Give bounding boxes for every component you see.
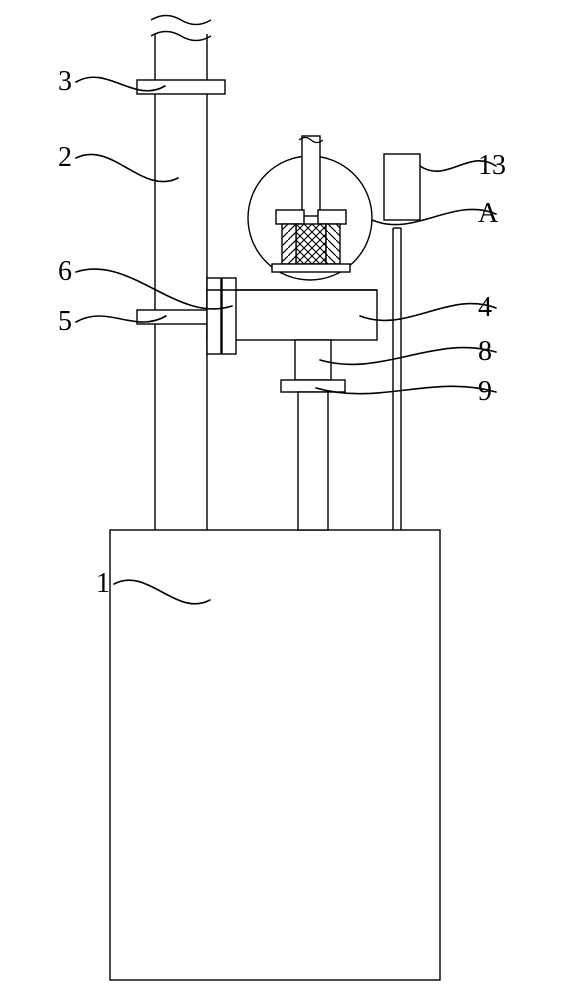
leader-2 bbox=[76, 154, 178, 181]
label-2: 2 bbox=[58, 142, 72, 173]
label-3: 3 bbox=[58, 66, 72, 97]
flange-top bbox=[137, 80, 225, 94]
label-8: 8 bbox=[478, 336, 492, 367]
label-4: 4 bbox=[478, 292, 492, 323]
label-5: 5 bbox=[58, 306, 72, 337]
label-1: 1 bbox=[96, 568, 110, 599]
label-6: 6 bbox=[58, 256, 72, 287]
label-9: 9 bbox=[478, 376, 492, 407]
flange-bottom bbox=[281, 380, 345, 392]
tee-neck bbox=[295, 340, 331, 380]
label-A: A bbox=[478, 198, 499, 229]
base-block bbox=[110, 530, 440, 980]
assembly-stem bbox=[302, 136, 320, 216]
pipe-break-top bbox=[151, 16, 211, 25]
leader-8 bbox=[320, 348, 496, 365]
leader-4 bbox=[360, 304, 496, 321]
label-13: 13 bbox=[478, 150, 506, 181]
box-13 bbox=[384, 154, 420, 220]
